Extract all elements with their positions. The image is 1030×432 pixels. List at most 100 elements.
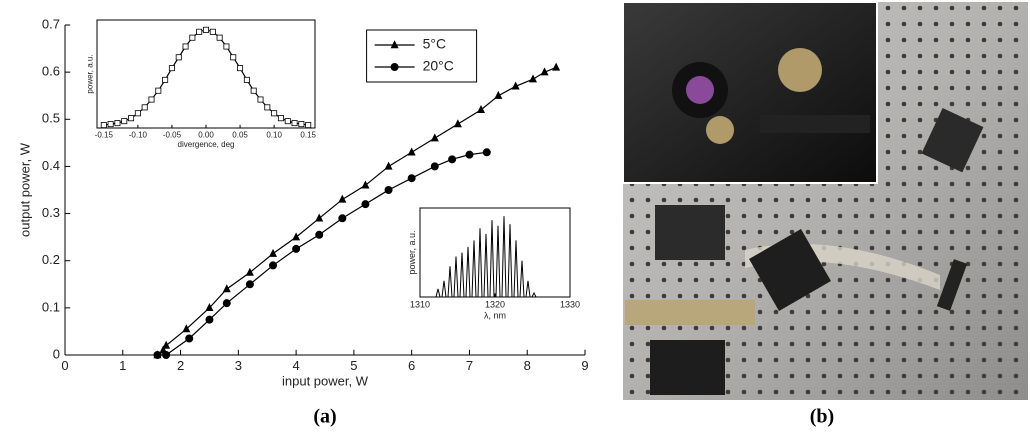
x-tick-label: 9 — [581, 358, 588, 373]
marker — [162, 340, 171, 349]
spectral-peak — [459, 252, 465, 298]
marker — [114, 120, 121, 127]
marker — [384, 186, 393, 194]
spectral-peak — [441, 280, 447, 298]
spectral-peak — [435, 288, 441, 298]
spectral-peak — [453, 256, 459, 298]
marker — [153, 351, 162, 359]
y-tick-label: 0.1 — [42, 299, 60, 314]
x-tick-label: 1320 — [485, 299, 505, 309]
marker — [477, 105, 485, 114]
marker — [407, 147, 416, 156]
marker — [168, 65, 175, 72]
x-tick-label: 3 — [235, 358, 242, 373]
marker — [230, 54, 237, 61]
marker — [453, 119, 462, 128]
x-axis-label: input power, W — [282, 374, 369, 389]
panel-label: (b) — [810, 406, 834, 428]
marker — [269, 248, 277, 257]
y-tick-label: 0.2 — [42, 252, 60, 267]
plot-frame — [96, 19, 316, 129]
marker — [269, 261, 277, 270]
x-tick-label: 4 — [292, 358, 299, 373]
x-tick-label: 7 — [466, 358, 473, 373]
marker — [552, 62, 561, 71]
spectral-peak — [531, 291, 537, 298]
marker — [205, 315, 214, 324]
spectral-peak — [519, 260, 525, 298]
plot-frame — [419, 207, 571, 298]
marker — [189, 34, 196, 41]
spectral-peak — [501, 216, 507, 298]
y-tick-label: 0.6 — [42, 64, 60, 79]
marker — [511, 81, 520, 90]
marker — [182, 43, 189, 50]
marker — [175, 54, 182, 61]
x-axis-label: divergence, deg — [178, 140, 235, 149]
x-tick-label: 6 — [408, 358, 415, 373]
marker — [271, 110, 278, 117]
legend-marker — [390, 40, 399, 49]
spectral-peak — [489, 220, 495, 298]
y-axis-label: power, a.u. — [86, 54, 95, 93]
marker — [162, 76, 169, 83]
marker — [361, 200, 370, 209]
marker — [250, 87, 257, 94]
marker — [245, 267, 254, 276]
marker — [205, 303, 214, 312]
spectral-peak — [483, 233, 489, 298]
marker — [292, 244, 301, 253]
marker — [384, 161, 393, 170]
marker — [315, 213, 324, 222]
spectral-peak — [477, 228, 483, 298]
marker — [284, 118, 291, 125]
marker — [298, 121, 305, 128]
marker — [202, 26, 209, 33]
spectral-peak — [525, 280, 531, 298]
marker — [162, 351, 171, 359]
marker — [430, 133, 439, 142]
marker — [292, 232, 301, 241]
x-tick-label: 8 — [524, 358, 531, 373]
x-tick-label: -0.15 — [95, 130, 114, 139]
photo — [622, 1, 1028, 400]
y-tick-label: 0.5 — [42, 111, 60, 126]
x-tick-label: 2 — [177, 358, 184, 373]
marker — [121, 118, 128, 125]
marker — [277, 115, 284, 122]
marker — [430, 162, 439, 171]
spectral-peak — [507, 224, 513, 298]
spectral-peak — [465, 246, 471, 298]
x-tick-label: 0 — [61, 358, 68, 373]
x-tick-label: 1330 — [560, 299, 580, 309]
marker — [407, 174, 416, 183]
marker — [540, 67, 549, 76]
chart: -0.15 -0.10 -0.05 0.00 0.05 0.10 0.15 divergenc… — [86, 19, 317, 149]
marker — [155, 87, 162, 94]
spectral-peak — [447, 266, 453, 298]
marker — [107, 121, 114, 128]
marker — [243, 76, 250, 83]
y-tick-label: 0.7 — [42, 16, 60, 31]
marker — [223, 43, 230, 50]
legend-box — [366, 29, 478, 83]
x-tick-label: -0.05 — [163, 130, 182, 139]
marker — [222, 284, 231, 293]
marker — [482, 148, 491, 157]
marker — [338, 194, 347, 203]
y-axis-label: output power, W — [17, 142, 32, 237]
marker — [529, 74, 537, 83]
series-line — [157, 66, 557, 356]
y-tick-label: 0.4 — [42, 158, 60, 173]
x-tick-label: 0.10 — [266, 130, 282, 139]
marker — [448, 155, 457, 164]
marker — [141, 104, 148, 111]
marker — [494, 90, 503, 99]
spectral-peak — [471, 240, 477, 298]
marker — [134, 110, 141, 117]
marker — [291, 120, 298, 127]
panel-label: (a) — [313, 406, 336, 428]
marker — [216, 34, 223, 41]
marker — [148, 96, 155, 103]
